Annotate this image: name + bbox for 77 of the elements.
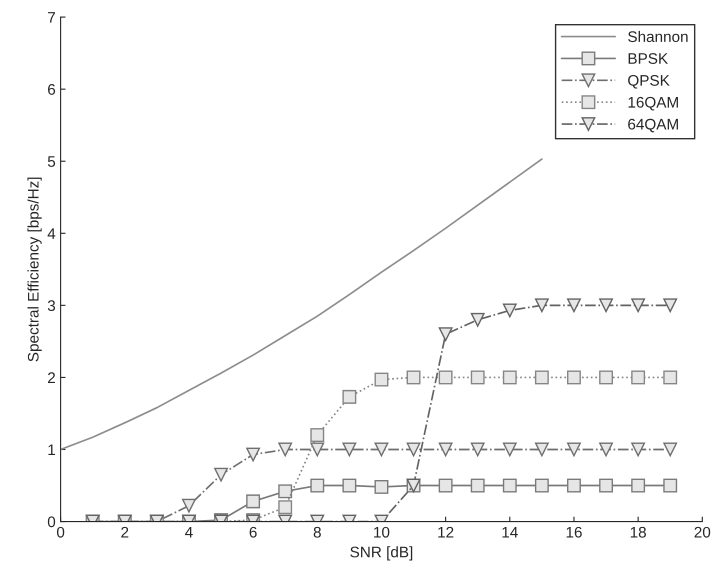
- point: [599, 478, 613, 492]
- legend-label: Shannon: [628, 30, 688, 42]
- point: [438, 327, 453, 342]
- point: [374, 372, 388, 387]
- y-tick-label: 0: [48, 516, 56, 528]
- point: [342, 390, 356, 404]
- point: [599, 298, 613, 312]
- point: [534, 298, 549, 312]
- point: [567, 442, 581, 456]
- point: [278, 484, 292, 498]
- point: [663, 370, 678, 384]
- x-tick-label: 2: [121, 526, 128, 538]
- y-tick-label: 4: [48, 228, 56, 239]
- point: [534, 478, 549, 492]
- y-tick-label: 3: [48, 300, 56, 312]
- x-tick-label: 6: [250, 526, 257, 538]
- point: [470, 370, 485, 384]
- point: [214, 468, 228, 482]
- point: [406, 442, 420, 456]
- legend-label: QPSK: [628, 75, 670, 89]
- point: [438, 478, 453, 492]
- point: [246, 494, 260, 508]
- point: [310, 428, 324, 442]
- point: [663, 442, 678, 456]
- x-tick-label: 20: [694, 526, 710, 538]
- y-tick-label: 2: [48, 372, 55, 383]
- point: [567, 370, 581, 384]
- point: [278, 500, 292, 514]
- line-series: [60, 158, 543, 450]
- point: [631, 298, 646, 312]
- y-tick-label: 5: [48, 156, 56, 167]
- point: [631, 370, 646, 384]
- point: [502, 442, 517, 456]
- point: [502, 303, 517, 318]
- point: [470, 478, 485, 492]
- point: [374, 480, 388, 494]
- y-axis-title: Spectral Efficiency [bps/Hz]: [27, 178, 42, 362]
- point: [374, 442, 388, 456]
- x-tick-label: 4: [185, 526, 193, 538]
- point: [534, 370, 549, 384]
- point: [246, 448, 260, 462]
- point: [342, 442, 356, 456]
- y-tick-label: 6: [48, 84, 56, 95]
- point: [502, 370, 517, 384]
- x-axis-title: SNR [dB]: [350, 546, 412, 560]
- point: [599, 442, 613, 456]
- y-tick-label: 7: [48, 12, 55, 23]
- point: [502, 478, 517, 492]
- point: [182, 498, 196, 513]
- point: [342, 478, 356, 492]
- point: [631, 478, 646, 492]
- y-tick-label: 1: [48, 444, 55, 456]
- point: [534, 442, 549, 456]
- point: [406, 370, 420, 384]
- x-tick-label: 14: [502, 526, 518, 538]
- point: [310, 478, 324, 492]
- point: [470, 442, 485, 456]
- point: [631, 442, 646, 456]
- point: [438, 442, 453, 456]
- point: [663, 298, 678, 312]
- point: [310, 442, 324, 456]
- point: [438, 370, 453, 384]
- legend-label: 64QAM: [628, 118, 678, 132]
- x-tick-label: 8: [314, 526, 321, 538]
- point: [278, 442, 292, 456]
- legend-label: 16QAM: [628, 96, 678, 110]
- x-tick-label: 12: [438, 526, 454, 538]
- legend-label: BPSK: [628, 53, 668, 64]
- x-tick-label: 16: [566, 526, 582, 538]
- point: [567, 478, 581, 492]
- point: [567, 298, 581, 312]
- x-tick-label: 0: [56, 526, 64, 538]
- point: [599, 370, 613, 384]
- point: [663, 478, 678, 492]
- x-tick-label: 10: [374, 526, 390, 538]
- point: [470, 312, 485, 327]
- x-tick-label: 18: [630, 526, 646, 538]
